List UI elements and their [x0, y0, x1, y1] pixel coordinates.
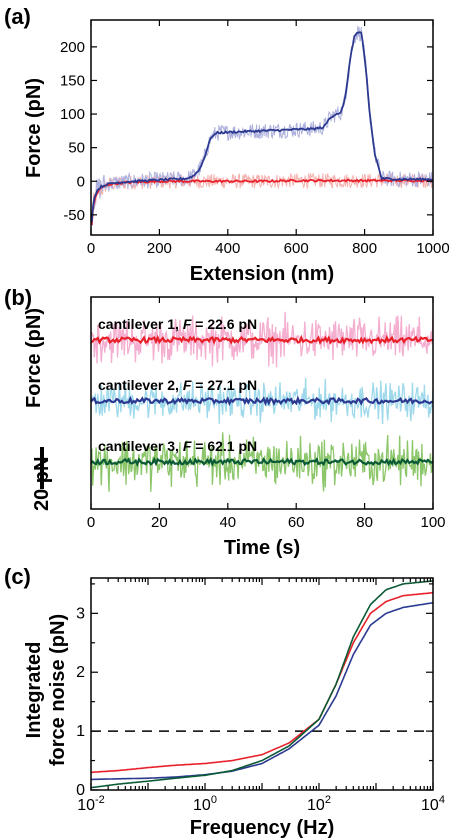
panel-b-x-tick-label: 40: [219, 514, 236, 531]
panel-c-series-line-2: [91, 580, 433, 789]
panel-c-x-tick-label: 104: [421, 794, 445, 814]
panel-b-x-tick-label: 20: [151, 514, 168, 531]
label-variable: F: [183, 438, 192, 454]
panel-b-noise-trace-1: [91, 311, 433, 368]
label-value: = 62.1 pN: [191, 438, 257, 454]
panel-a-x-tick-label: 0: [87, 240, 95, 257]
panel-a-x-tick-label: 1000: [416, 240, 449, 257]
panel-c-x-ticks: 10-2 100 102 104: [77, 578, 445, 814]
panel-a-series-line-1: [91, 178, 433, 226]
panel-c-x-axis-title: Frequency (Hz): [190, 817, 334, 839]
panel-a-x-axis-title: Extension (nm): [190, 263, 334, 285]
panel-c-y-axis-title-line2: force noise (pN): [47, 614, 69, 766]
tick-exponent: 2: [325, 794, 331, 806]
scale-bar-label: 20 pN: [31, 457, 53, 511]
panel-b-series-labels: cantilever 1, F = 22.6 pN cantilever 2, F…: [98, 316, 257, 454]
panel-a-series-group: [91, 25, 433, 226]
panel-b-x-ticks: 0 20 40 60 80 100: [87, 297, 446, 531]
panel-a-letter: (a): [4, 4, 31, 29]
panel-c-plot-area: [91, 580, 433, 789]
panel-a-frame: [90, 19, 434, 236]
panel-c-series-line-0: [91, 591, 433, 774]
panel-a-y-axis-title: Force (pN): [23, 78, 45, 178]
panel-b-letter: (b): [4, 285, 32, 310]
panel-b-frame: [90, 296, 434, 510]
label-value: = 22.6 pN: [191, 316, 257, 332]
panel-c-letter: (c): [4, 564, 31, 589]
panel-b-x-axis-title: Time (s): [224, 537, 300, 559]
panel-b-y-axis-title: Force (pN): [23, 308, 45, 408]
label-variable: F: [183, 316, 192, 332]
panel-a-plot-area: [91, 25, 433, 226]
panel-a-x-tick-label: 400: [215, 240, 240, 257]
tick-base: 10: [193, 797, 211, 814]
tick-exponent: 4: [439, 794, 445, 806]
panel-b-series-group: [91, 311, 433, 492]
panel-c-y-tick-label: 2: [76, 664, 85, 681]
panel-c-y-tick-label: 0: [76, 782, 85, 799]
panel-a-y-tick-label: 50: [68, 140, 85, 157]
tick-base: 10: [307, 797, 325, 814]
panel-a-x-tick-label: 800: [352, 240, 377, 257]
tick-exponent: 0: [211, 794, 217, 806]
label-variable: F: [183, 377, 192, 393]
panel-a-x-ticks: 0 200 400 600 800 1000: [87, 20, 450, 257]
panel-c-series-line-1: [91, 601, 433, 781]
panel-c-x-tick-label: 10-2: [77, 794, 105, 814]
panel-a-y-tick-label: -50: [63, 207, 85, 224]
panel-c-x-tick-label: 100: [193, 794, 217, 814]
panel-b-mean-trace-2: [91, 395, 433, 407]
label-prefix: cantilever 2,: [98, 377, 183, 393]
label-value: = 27.1 pN: [191, 377, 257, 393]
panel-b-plot-area: [91, 311, 433, 492]
panel-a-x-tick-label: 600: [284, 240, 309, 257]
panel-c-y-tick-label: 1: [76, 723, 85, 740]
panel-a-y-tick-label: 200: [60, 39, 85, 56]
panel-b-series-label-3: cantilever 3, F = 62.1 pN: [98, 438, 257, 454]
panel-c-series-group: [91, 580, 433, 789]
panel-a-y-tick-label: 0: [77, 173, 85, 190]
panel-a-y-ticks: -50 0 50 100 150 200: [60, 39, 433, 224]
panel-b-series-label-2: cantilever 2, F = 27.1 pN: [98, 377, 257, 393]
panel-b-mean-trace-1: [91, 334, 433, 346]
tick-base: 10: [77, 797, 95, 814]
panel-c-x-tick-label: 102: [307, 794, 331, 814]
panel-b-x-tick-label: 80: [356, 514, 373, 531]
panel-a-noise-trace-0: [91, 25, 433, 226]
panel-b-mean-trace-3: [91, 456, 433, 467]
panel-b: (b) cantilever 1, F = 22.6 pNcantilever …: [4, 285, 446, 559]
panel-b-series-label-1: cantilever 1, F = 22.6 pN: [98, 316, 257, 332]
panel-b-x-tick-label: 0: [87, 514, 95, 531]
panel-c-y-axis-title-line1: Integrated: [23, 642, 45, 739]
tick-base: 10: [421, 797, 439, 814]
label-prefix: cantilever 1,: [98, 316, 183, 332]
panel-a-y-tick-label: 100: [60, 106, 85, 123]
panel-a-series-line-0: [91, 31, 433, 223]
panel-b-x-tick-label: 100: [420, 514, 445, 531]
tick-exponent: -2: [95, 794, 105, 806]
panel-c-y-tick-label: 3: [76, 605, 85, 622]
label-prefix: cantilever 3,: [98, 438, 183, 454]
panel-c-frame: [90, 577, 434, 791]
panel-b-x-tick-label: 60: [288, 514, 305, 531]
panel-c-y-ticks: 0 1 2 3: [76, 583, 433, 799]
panel-a-x-tick-label: 200: [147, 240, 172, 257]
panel-a-y-tick-label: 150: [60, 72, 85, 89]
